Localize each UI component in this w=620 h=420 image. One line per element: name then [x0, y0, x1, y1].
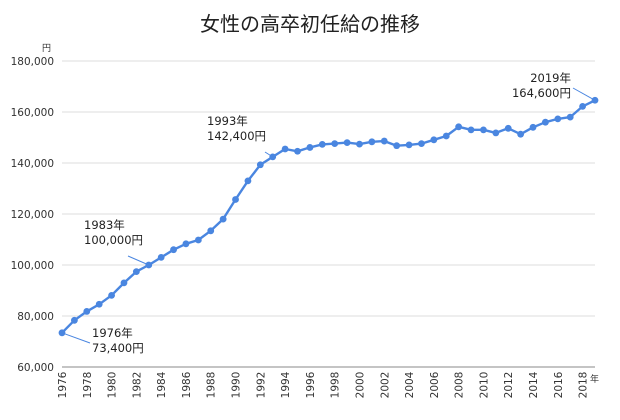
data-point: [219, 215, 227, 223]
x-tick-label: 2010: [478, 372, 490, 399]
x-tick-label: 2012: [503, 372, 515, 399]
data-point: [318, 140, 326, 148]
x-axis-ticks: 1976 1978 1980 1982 1984 1986 1988 1990 1992 1994…: [57, 371, 590, 398]
data-point: [467, 126, 475, 134]
data-point: [256, 161, 264, 169]
x-tick-label: 1976: [57, 371, 69, 398]
annotation-value: 164,600円: [512, 86, 571, 100]
data-point: [356, 140, 363, 148]
data-point: [157, 253, 165, 261]
annotation-leader: [61, 332, 91, 344]
y-unit-label: 円: [42, 43, 51, 54]
x-tick-label: 1998: [330, 372, 342, 399]
data-point: [368, 138, 376, 146]
y-tick-label: 80,000: [17, 311, 54, 323]
data-point: [194, 236, 202, 244]
x-tick-label: 1982: [131, 372, 143, 399]
data-point: [70, 316, 78, 324]
data-point: [480, 126, 487, 134]
annotation-year: 2019年: [530, 71, 571, 85]
x-tick-label: 2004: [404, 371, 416, 398]
data-point: [244, 177, 252, 185]
x-tick-label: 1990: [231, 372, 243, 399]
x-unit-label: 年: [590, 373, 599, 385]
data-point: [393, 142, 401, 150]
annotation-value: 142,400円: [207, 129, 266, 143]
y-tick-label: 140,000: [11, 158, 54, 170]
data-point: [108, 291, 115, 299]
data-point: [405, 141, 413, 149]
data-point: [554, 115, 562, 123]
x-tick-label: 2008: [454, 372, 466, 399]
data-point: [529, 123, 537, 131]
data-point: [170, 246, 177, 254]
x-tick-label: 1992: [255, 372, 267, 399]
data-point: [430, 136, 438, 144]
x-tick-label: 2014: [528, 371, 540, 398]
data-point: [95, 300, 103, 308]
y-tick-label: 120,000: [11, 209, 54, 221]
y-tick-label: 60,000: [17, 362, 54, 374]
x-tick-label: 1984: [156, 371, 168, 398]
data-point: [83, 308, 91, 315]
x-tick-label: 1978: [82, 372, 94, 399]
data-point: [492, 129, 500, 137]
data-point: [145, 261, 153, 269]
x-tick-label: 2006: [429, 371, 441, 398]
y-tick-label: 160,000: [11, 107, 54, 119]
data-point: [517, 130, 525, 138]
annotation-value: 73,400円: [92, 341, 144, 355]
data-point: [418, 140, 425, 148]
annotation-leader: [127, 255, 149, 266]
annotation-leader: [264, 151, 273, 158]
data-point: [232, 196, 239, 203]
chart-title: 女性の高卒初任給の推移: [200, 12, 420, 36]
y-tick-label: 180,000: [11, 56, 54, 68]
series-line: [61, 99, 596, 334]
x-tick-label: 2018: [578, 372, 590, 399]
x-tick-label: 1980: [107, 372, 119, 399]
data-point: [455, 123, 463, 131]
y-axis-ticks: 60,000 80,000 100,000 120,000 140,000 160,000…: [11, 56, 54, 374]
x-tick-label: 1996: [305, 371, 317, 398]
annotation-year: 1983年: [84, 218, 125, 232]
data-point: [566, 113, 574, 121]
annotation-year: 1976年: [92, 326, 133, 340]
data-point: [542, 118, 549, 126]
data-point: [207, 227, 215, 235]
annotation-value: 100,000円: [84, 233, 143, 247]
annotation-leader: [572, 87, 596, 101]
data-point: [343, 139, 351, 147]
data-point: [504, 124, 512, 132]
x-tick-label: 2000: [354, 372, 366, 399]
data-point: [306, 144, 314, 151]
x-tick-label: 1994: [280, 371, 292, 398]
data-point: [120, 279, 128, 287]
data-points: [58, 96, 599, 337]
y-tick-label: 100,000: [11, 260, 54, 272]
data-point: [132, 268, 140, 276]
data-point: [281, 145, 289, 153]
x-tick-label: 2016: [553, 371, 565, 398]
x-tick-label: 2002: [379, 372, 391, 399]
data-point: [380, 137, 388, 145]
annotation-year: 1993年: [207, 114, 248, 128]
data-point: [442, 132, 450, 140]
data-point: [331, 140, 339, 148]
x-tick-label: 1986: [181, 371, 193, 398]
x-tick-label: 1988: [206, 372, 218, 399]
data-point: [294, 147, 301, 155]
data-point: [579, 102, 587, 110]
data-point: [182, 240, 190, 248]
